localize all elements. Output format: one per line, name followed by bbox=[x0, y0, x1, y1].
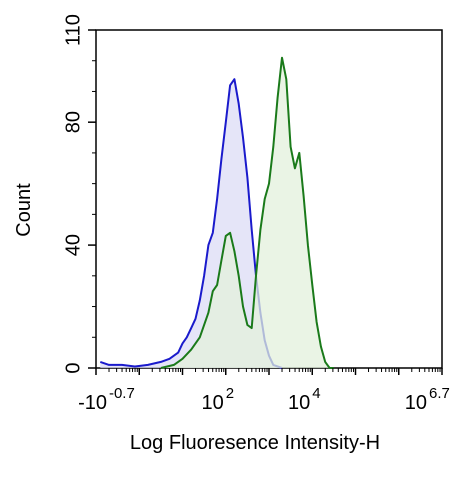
x-tick-exponent: 2 bbox=[226, 385, 234, 402]
y-tick-label: 40 bbox=[62, 234, 84, 256]
x-tick-label: 10 4 bbox=[288, 385, 321, 414]
series-2-line bbox=[160, 56, 334, 369]
x-axis-title: Log Fluoresence Intensity-H bbox=[130, 432, 380, 454]
y-tick-label: 110 bbox=[62, 14, 84, 46]
y-tick-label: 80 bbox=[62, 111, 84, 133]
x-tick-label: -10 -0.7 bbox=[78, 385, 135, 414]
x-tick-base: -10 bbox=[78, 392, 107, 414]
x-tick-base: 10 bbox=[405, 392, 427, 414]
x-tick-exponent: 4 bbox=[312, 385, 320, 402]
x-tick-label: 10 6.7 bbox=[405, 385, 450, 414]
x-tick-base: 10 bbox=[288, 392, 310, 414]
y-tick-label: 0 bbox=[62, 362, 84, 373]
series-layer bbox=[99, 56, 334, 369]
x-axis-ticks: -10 -0.7 10 2 10 4 10 6.7 bbox=[78, 368, 450, 414]
y-axis-ticks: 0 40 80 110 bbox=[62, 14, 96, 374]
x-tick-base: 10 bbox=[202, 392, 224, 414]
y-axis-title: Count bbox=[13, 183, 35, 237]
x-tick-label: 10 2 bbox=[202, 385, 235, 414]
x-tick-exponent: -0.7 bbox=[109, 385, 135, 402]
series-2-fill bbox=[160, 57, 334, 368]
x-tick-exponent: 6.7 bbox=[429, 385, 450, 402]
